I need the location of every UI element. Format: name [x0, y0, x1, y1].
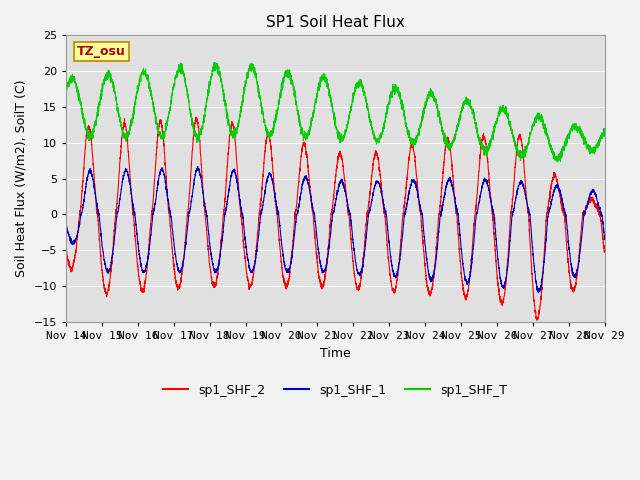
sp1_SHF_2 [601, 250, 609, 255]
sp1_SHF_1 [62, 218, 70, 224]
sp1_SHF_T [212, 61, 220, 67]
sp1_SHF_T [177, 67, 185, 73]
sp1_SHF_1 [601, 237, 609, 242]
sp1_SHF_T [550, 153, 557, 159]
sp1_SHF_1 [535, 290, 543, 296]
sp1_SHF_2 [550, 173, 557, 179]
sp1_SHF_T [601, 129, 609, 134]
sp1_SHF_T [397, 99, 405, 105]
Title: SP1 Soil Heat Flux: SP1 Soil Heat Flux [266, 15, 404, 30]
sp1_SHF_2 [177, 276, 185, 282]
Line: sp1_SHF_T: sp1_SHF_T [66, 62, 605, 162]
Line: sp1_SHF_1: sp1_SHF_1 [66, 167, 605, 293]
sp1_SHF_2 [601, 249, 609, 254]
sp1_SHF_2 [388, 284, 396, 290]
sp1_SHF_1 [388, 263, 396, 269]
sp1_SHF_2 [397, 233, 405, 239]
sp1_SHF_1 [397, 245, 405, 251]
sp1_SHF_2 [533, 317, 541, 323]
sp1_SHF_T [554, 159, 561, 165]
Text: TZ_osu: TZ_osu [77, 46, 125, 59]
Y-axis label: Soil Heat Flux (W/m2), SoilT (C): Soil Heat Flux (W/m2), SoilT (C) [15, 80, 28, 277]
sp1_SHF_T [601, 126, 609, 132]
sp1_SHF_1 [194, 164, 202, 169]
sp1_SHF_T [62, 90, 70, 96]
sp1_SHF_2 [193, 114, 200, 120]
sp1_SHF_1 [212, 268, 220, 274]
sp1_SHF_1 [177, 265, 185, 271]
Legend: sp1_SHF_2, sp1_SHF_1, sp1_SHF_T: sp1_SHF_2, sp1_SHF_1, sp1_SHF_T [159, 379, 512, 402]
Line: sp1_SHF_2: sp1_SHF_2 [66, 117, 605, 320]
sp1_SHF_T [388, 94, 396, 99]
X-axis label: Time: Time [320, 347, 351, 360]
sp1_SHF_2 [212, 277, 220, 283]
sp1_SHF_2 [62, 246, 70, 252]
sp1_SHF_1 [550, 189, 557, 194]
sp1_SHF_T [211, 60, 219, 65]
sp1_SHF_1 [601, 236, 609, 242]
